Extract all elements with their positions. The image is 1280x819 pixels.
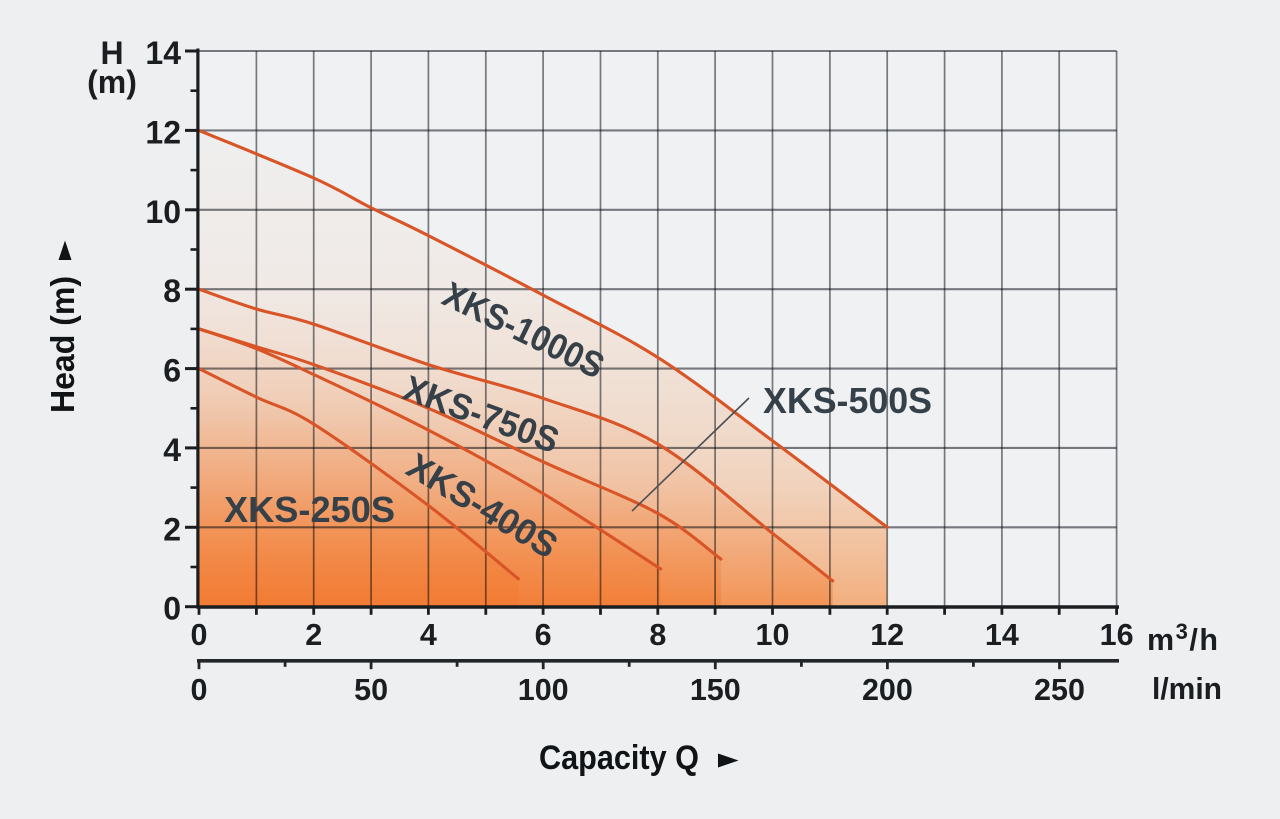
svg-text:10: 10: [145, 194, 181, 230]
svg-text:0: 0: [191, 618, 208, 652]
svg-text:0: 0: [163, 591, 181, 627]
svg-text:0: 0: [191, 673, 208, 707]
svg-text:4: 4: [420, 618, 437, 652]
svg-text:2: 2: [305, 618, 322, 652]
svg-text:2: 2: [163, 511, 181, 547]
svg-text:50: 50: [354, 673, 388, 707]
svg-text:12: 12: [870, 618, 904, 652]
svg-text:H: H: [100, 35, 123, 71]
svg-text:14: 14: [145, 35, 181, 71]
svg-text:12: 12: [145, 114, 181, 150]
svg-text:250: 250: [1034, 673, 1085, 707]
svg-text:8: 8: [649, 618, 666, 652]
svg-text:Capacity Q: Capacity Q: [539, 739, 699, 777]
svg-text:(m): (m): [87, 64, 137, 100]
svg-text:14: 14: [985, 618, 1019, 652]
svg-text:200: 200: [862, 673, 913, 707]
svg-text:10: 10: [756, 618, 790, 652]
svg-text:6: 6: [535, 618, 552, 652]
svg-text:Head (m): Head (m): [44, 276, 81, 413]
svg-text:150: 150: [690, 673, 741, 707]
svg-text:XKS-500S: XKS-500S: [763, 380, 932, 421]
svg-text:16: 16: [1100, 618, 1134, 652]
svg-text:XKS-250S: XKS-250S: [224, 489, 395, 530]
svg-text:100: 100: [518, 673, 569, 707]
svg-text:4: 4: [163, 432, 181, 468]
svg-text:8: 8: [163, 273, 181, 309]
svg-text:l/min: l/min: [1152, 672, 1222, 706]
svg-text:6: 6: [163, 353, 181, 389]
